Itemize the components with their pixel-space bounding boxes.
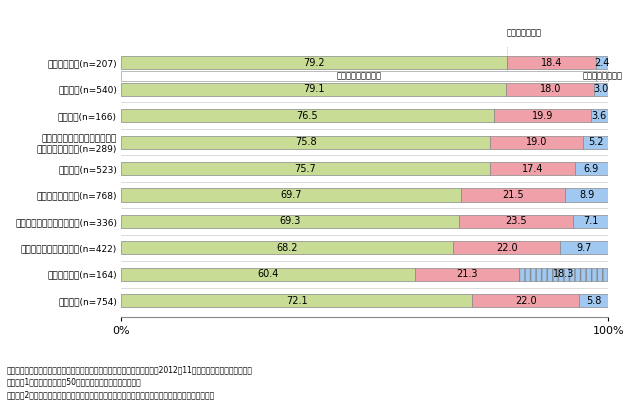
Text: 7.1: 7.1 (583, 216, 598, 226)
Bar (596, 71, 608, 81)
Text: 資料：中小企業庁委託「中小企業の事業承継に関するアンケート調査」（2012年11月、（株）野村総合研究所）
（注）　1．経営者の年齢が50歳以上の企業を集計して: 資料：中小企業庁委託「中小企業の事業承継に関するアンケート調査」（2012年11… (6, 365, 252, 399)
Text: 72.1: 72.1 (286, 296, 307, 306)
Bar (121, 188, 461, 202)
Text: 2.4: 2.4 (595, 58, 610, 68)
Bar (121, 135, 490, 149)
Text: 18.0: 18.0 (539, 84, 561, 94)
Bar (583, 135, 608, 149)
Bar (121, 109, 494, 122)
Text: 8.9: 8.9 (580, 190, 595, 200)
Text: 69.3: 69.3 (279, 216, 300, 226)
Bar (574, 162, 608, 175)
Text: 21.5: 21.5 (502, 190, 524, 200)
Bar (121, 241, 453, 254)
Text: 5.2: 5.2 (588, 137, 603, 147)
Bar (415, 268, 519, 281)
Bar (121, 56, 507, 69)
Bar (121, 294, 472, 307)
Text: 22.0: 22.0 (496, 243, 518, 253)
Text: 3.6: 3.6 (592, 111, 607, 120)
Bar (121, 71, 596, 81)
Text: まだ決めていない: まだ決めていない (582, 71, 622, 81)
Text: 3.0: 3.0 (594, 84, 609, 94)
Bar (121, 83, 506, 96)
Bar (453, 241, 560, 254)
Bar (472, 294, 580, 307)
Text: 79.1: 79.1 (303, 84, 325, 94)
Bar (461, 188, 566, 202)
Text: 21.3: 21.3 (456, 269, 478, 279)
Bar (580, 294, 608, 307)
Text: 60.4: 60.4 (258, 269, 279, 279)
Text: 76.5: 76.5 (296, 111, 318, 120)
Bar (566, 188, 609, 202)
Bar (121, 215, 459, 228)
Text: 9.7: 9.7 (576, 243, 592, 253)
Text: 6.9: 6.9 (584, 164, 599, 174)
Bar (507, 56, 596, 69)
Bar (560, 241, 608, 254)
Text: 事業を継続させたい: 事業を継続させたい (336, 71, 381, 81)
Bar (594, 83, 609, 96)
Text: 19.0: 19.0 (526, 137, 547, 147)
Text: 69.7: 69.7 (280, 190, 302, 200)
Bar (490, 135, 583, 149)
Text: 75.7: 75.7 (295, 164, 316, 174)
Text: 事業をやめたい: 事業をやめたい (507, 29, 542, 37)
Bar (121, 268, 415, 281)
Text: 19.9: 19.9 (532, 111, 553, 120)
Bar (596, 56, 608, 69)
Text: 68.2: 68.2 (277, 243, 298, 253)
Bar (490, 162, 574, 175)
Text: 17.4: 17.4 (521, 164, 543, 174)
Bar (494, 109, 590, 122)
Bar (519, 268, 608, 281)
Text: 22.0: 22.0 (515, 296, 537, 306)
Bar (590, 109, 608, 122)
Text: 75.8: 75.8 (295, 137, 316, 147)
Text: 18.3: 18.3 (553, 269, 574, 279)
Bar (121, 162, 490, 175)
Text: 79.2: 79.2 (304, 58, 325, 68)
Text: 18.4: 18.4 (541, 58, 562, 68)
Bar (506, 83, 594, 96)
Text: 5.8: 5.8 (586, 296, 601, 306)
Text: 23.5: 23.5 (505, 216, 527, 226)
Bar (459, 215, 573, 228)
Bar (573, 215, 608, 228)
